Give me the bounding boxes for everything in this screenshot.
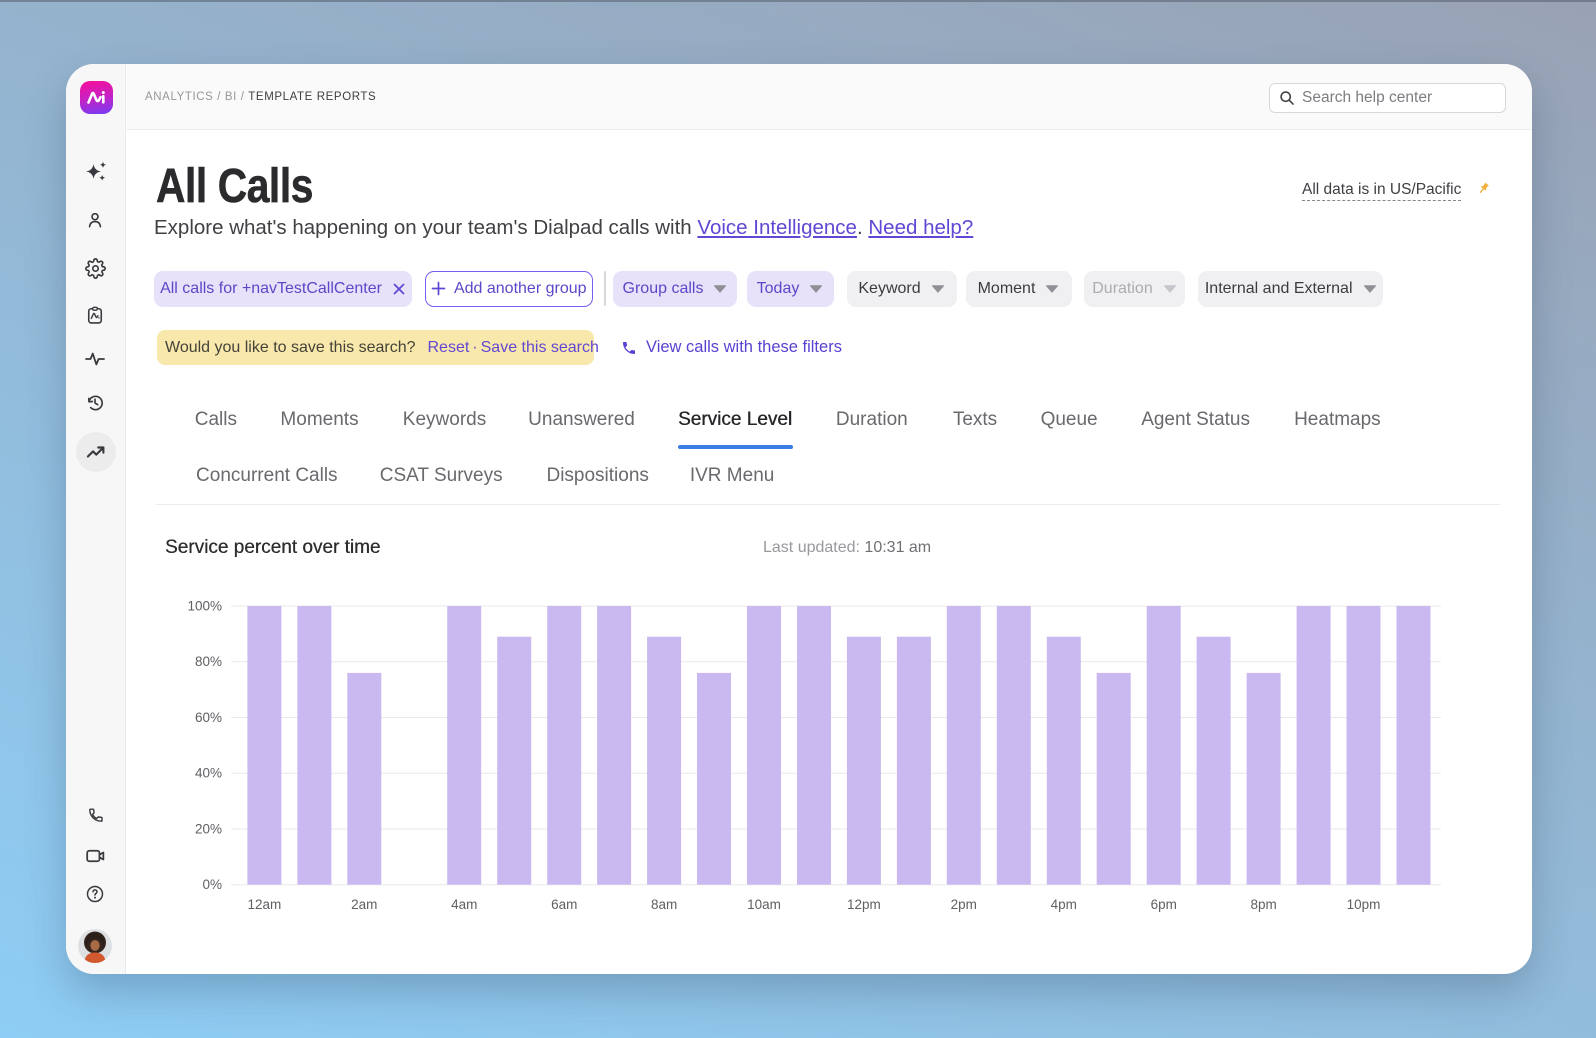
svg-text:2am: 2am — [351, 897, 377, 912]
svg-text:4pm: 4pm — [1051, 897, 1077, 912]
svg-text:40%: 40% — [195, 766, 222, 781]
svg-text:60%: 60% — [195, 710, 222, 725]
svg-text:2pm: 2pm — [951, 897, 977, 912]
svg-text:6pm: 6pm — [1151, 897, 1177, 912]
svg-text:6am: 6am — [551, 897, 577, 912]
svg-text:12pm: 12pm — [847, 897, 881, 912]
svg-text:8pm: 8pm — [1250, 897, 1276, 912]
svg-text:12am: 12am — [248, 897, 282, 912]
svg-text:20%: 20% — [195, 822, 222, 837]
svg-text:0%: 0% — [202, 877, 222, 892]
svg-text:10am: 10am — [747, 897, 781, 912]
svg-text:8am: 8am — [651, 897, 677, 912]
svg-text:100%: 100% — [187, 599, 222, 614]
svg-text:10pm: 10pm — [1347, 897, 1381, 912]
svg-text:80%: 80% — [195, 654, 222, 669]
svg-text:4am: 4am — [451, 897, 477, 912]
